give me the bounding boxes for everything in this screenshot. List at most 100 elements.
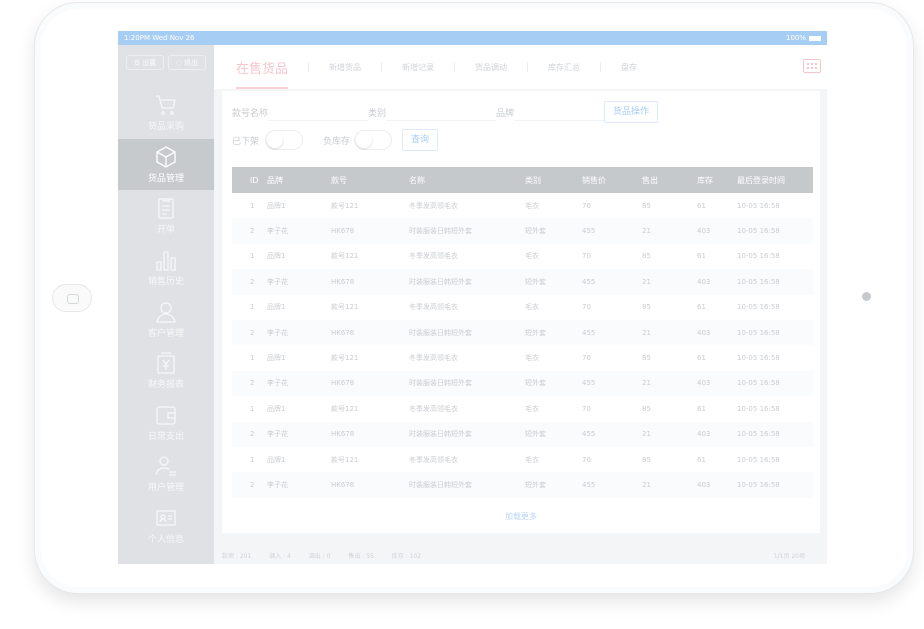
table-cell: 毛衣 <box>525 252 539 261</box>
box-icon <box>156 146 176 168</box>
table-cell: 李子花 <box>267 328 288 337</box>
category-input[interactable] <box>386 103 497 121</box>
table-cell: 毛衣 <box>525 404 539 413</box>
table-cell: 61 <box>697 252 706 261</box>
table-row[interactable]: 2 李子花 HK678 时装服装日韩短外套 短外套 455 21 403 10-05 16:58 <box>232 421 813 447</box>
sidebar-item-profile[interactable]: 个人信息 <box>118 500 214 552</box>
sidebar-item-purchase[interactable]: 货品采购 <box>118 87 214 139</box>
sidebar-item-billing[interactable]: 开单 <box>118 190 214 242</box>
keyboard-icon[interactable] <box>803 59 821 73</box>
table-row[interactable]: 2 李子花 HK678 时装服装日韩短外套 短外套 455 21 403 10-05 16:58 <box>232 218 813 244</box>
table-row[interactable]: 1 品牌1 款号121 冬季发高领毛衣 毛衣 70 85 61 10-05 16:58 <box>232 244 813 269</box>
sidebar-item-label: 货品管理 <box>147 173 184 184</box>
home-button[interactable] <box>52 284 92 312</box>
settings-button[interactable]: ⚙ 设置 <box>126 55 164 70</box>
finance-icon <box>157 352 175 374</box>
column-header[interactable]: 销售价 <box>582 175 606 185</box>
sidebar-item-finance[interactable]: 财务报表 <box>118 345 214 397</box>
status-time: 1:20PM Wed Nov 26 <box>124 34 195 42</box>
table-row[interactable]: 2 李子花 HK678 时装服装日韩短外套 短外套 455 21 403 10-05 16:58 <box>232 472 813 498</box>
power-icon: ◌ <box>175 58 183 67</box>
battery-icon <box>809 35 821 41</box>
column-header[interactable]: 售出 <box>642 175 658 185</box>
table-cell: 10-05 16:58 <box>737 252 780 261</box>
load-more-link[interactable]: 加载更多 <box>505 512 537 521</box>
sidebar-item-goods[interactable]: 货品管理 <box>118 138 214 191</box>
table-cell: 403 <box>697 227 711 236</box>
tab-transfer[interactable]: 货品调动 <box>475 62 508 72</box>
table-row[interactable]: 1 品牌1 款号121 冬季发高领毛衣 毛衣 70 85 61 10-05 16:58 <box>232 295 813 320</box>
table-cell: 455 <box>582 430 596 439</box>
status-bar: 1:20PM Wed Nov 26 100% <box>118 31 827 45</box>
pagination[interactable]: 1/1页 20项 <box>773 553 805 560</box>
table-cell: 455 <box>582 328 596 337</box>
table-cell: 毛衣 <box>525 354 539 363</box>
table-cell: 品牌1 <box>267 354 286 363</box>
stat-sold: 售出 : 55 <box>348 553 374 560</box>
item-no-input[interactable] <box>268 103 369 121</box>
sidebar-item-sales-history[interactable]: 销售历史 <box>118 242 214 294</box>
sidebar-item-label: 财务报表 <box>147 380 184 391</box>
tab-stock-summary[interactable]: 库存汇总 <box>548 62 581 72</box>
table-cell: 2 <box>250 227 255 236</box>
tab-add-goods[interactable]: 新增货品 <box>329 62 362 72</box>
table-cell: 品牌1 <box>267 455 286 464</box>
sidebar-item-label: 货品采购 <box>147 122 184 133</box>
table-row[interactable]: 1 品牌1 款号121 冬季发高领毛衣 毛衣 70 85 61 10-05 16:58 <box>232 447 813 472</box>
table-cell: 403 <box>697 277 711 286</box>
table-row[interactable]: 1 品牌1 款号121 冬季发高领毛衣 毛衣 70 85 61 10-05 16:58 <box>232 193 813 218</box>
logout-label: 退出 <box>184 58 199 67</box>
tab-divider <box>600 62 602 72</box>
table-cell: 冬季发高领毛衣 <box>409 201 458 210</box>
table-row[interactable]: 1 品牌1 款号121 冬季发高领毛衣 毛衣 70 85 61 10-05 16:58 <box>232 396 813 421</box>
table-cell: 李子花 <box>267 277 288 286</box>
sidebar-item-users[interactable]: 用户管理 <box>118 448 214 500</box>
table-cell: 短外套 <box>525 328 546 337</box>
customer-icon <box>156 302 176 323</box>
table-cell: 短外套 <box>525 379 546 388</box>
goods-operation-button[interactable]: 货品操作 <box>604 101 659 123</box>
column-header[interactable]: 最后登录时间 <box>737 175 785 185</box>
table-cell: 短外套 <box>525 480 546 489</box>
logout-button[interactable]: ◌ 退出 <box>168 55 206 70</box>
sidebar: ⚙ 设置 ◌ 退出 货品采购 货品管理 开单 销售历史 <box>118 45 214 564</box>
table-cell: 款号121 <box>331 303 359 312</box>
column-header[interactable]: 名称 <box>409 175 425 185</box>
tab-divider <box>308 62 310 72</box>
table-cell: 10-05 16:58 <box>737 277 780 286</box>
tab-add-record[interactable]: 新增记录 <box>402 62 435 72</box>
table-cell: 21 <box>642 277 651 286</box>
negative-stock-toggle[interactable] <box>354 130 393 150</box>
top-tab-bar: 在售货品 新增货品 新增记录 货品调动 库存汇总 盘存 <box>214 45 827 89</box>
table-cell: 款号121 <box>331 455 359 464</box>
query-button[interactable]: 查询 <box>402 129 439 151</box>
tab-on-sale[interactable]: 在售货品 <box>236 58 289 89</box>
column-header[interactable]: ID <box>250 175 259 185</box>
column-header[interactable]: 库存 <box>697 175 713 185</box>
table-cell: 时装服装日韩短外套 <box>409 328 472 337</box>
off-shelf-toggle[interactable] <box>265 130 304 150</box>
table-row[interactable]: 2 李子花 HK678 时装服装日韩短外套 短外套 455 21 403 10-05 16:58 <box>232 319 813 346</box>
table-row[interactable]: 2 李子花 HK678 时装服装日韩短外套 短外套 455 21 403 10-05 16:58 <box>232 269 813 295</box>
brand-input[interactable] <box>514 103 605 121</box>
tab-inventory[interactable]: 盘存 <box>621 62 638 72</box>
table-cell: 85 <box>642 455 651 464</box>
column-header[interactable]: 款号 <box>331 175 347 185</box>
sidebar-item-customers[interactable]: 客户管理 <box>118 293 214 345</box>
column-header[interactable]: 品牌 <box>267 175 283 185</box>
user-manage-icon <box>155 456 176 477</box>
table-cell: 85 <box>642 303 651 312</box>
sidebar-item-expenses[interactable]: 日常支出 <box>118 397 214 449</box>
table-cell: 85 <box>642 252 651 261</box>
table-cell: 品牌1 <box>267 303 286 312</box>
table-cell: 10-05 16:58 <box>737 404 780 413</box>
table-body: 1 品牌1 款号121 冬季发高领毛衣 毛衣 70 85 61 10-05 16:58 2 李子花 H… <box>232 193 813 498</box>
table-row[interactable]: 2 李子花 HK678 时装服装日韩短外套 短外套 455 21 403 10-05 16:58 <box>232 370 813 397</box>
table-cell: 李子花 <box>267 227 288 236</box>
brand-label: 品牌 <box>496 108 515 119</box>
table-row[interactable]: 1 品牌1 款号121 冬季发高领毛衣 毛衣 70 85 61 10-05 16:58 <box>232 345 813 370</box>
camera-dot <box>862 292 871 301</box>
column-header[interactable]: 类别 <box>525 175 541 185</box>
table-cell: 21 <box>642 430 651 439</box>
app-screen: 1:20PM Wed Nov 26 100% ⚙ 设置 ◌ 退出 货品采购 <box>118 31 827 564</box>
